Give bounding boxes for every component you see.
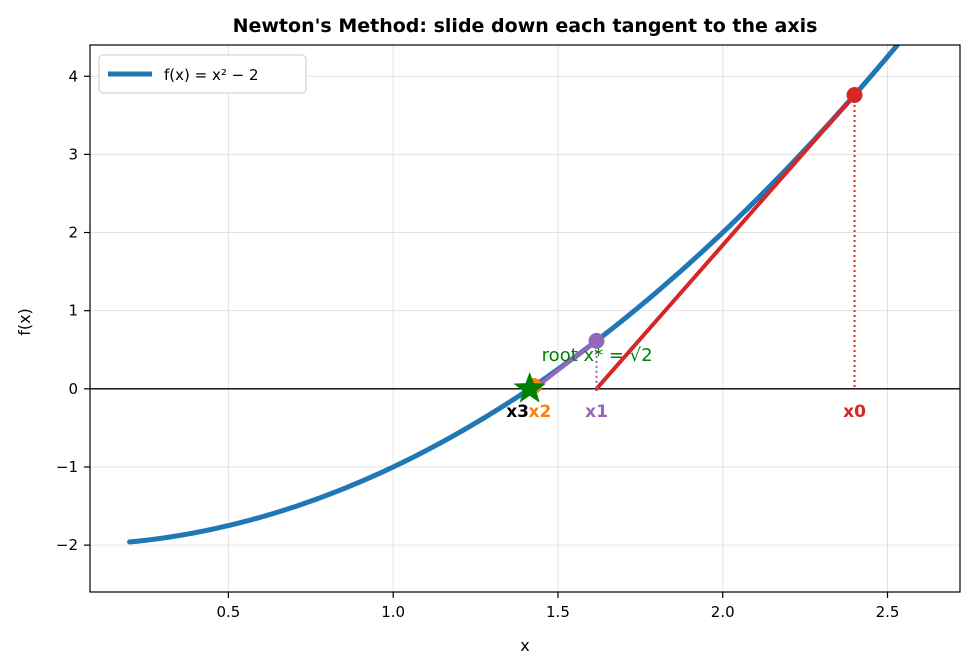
chart-title: Newton's Method: slide down each tangent… [233, 15, 818, 37]
legend: f(x) = x² − 2 [98, 54, 307, 94]
grid-lines [90, 45, 960, 592]
axes-frame [89, 44, 961, 593]
legend-box [98, 54, 307, 94]
x-tick-label-2: 1.5 [546, 603, 570, 621]
x-tick-label-1: 1.0 [381, 603, 405, 621]
axes: 0.5 1.0 1.5 2.0 2.5 −2 −1 0 1 2 3 4 [56, 44, 961, 621]
x-tick-label-4: 2.5 [876, 603, 900, 621]
iterate-label-x3: x3 [506, 402, 529, 422]
tangent-line-x0 [594, 93, 857, 391]
root-label: root x* = √2 [542, 345, 653, 366]
y-tick-label-3: 1 [68, 302, 78, 320]
y-tick-label-6: 4 [68, 67, 78, 85]
legend-label: f(x) = x² − 2 [164, 66, 259, 84]
x-tick-label-3: 2.0 [711, 603, 735, 621]
y-tick-label-5: 3 [68, 145, 78, 163]
tangent-line-x1 [531, 338, 599, 391]
iterate-label-x0: x0 [843, 402, 866, 422]
y-tick-label-2: 0 [68, 380, 78, 398]
plot-area [90, 45, 960, 545]
iterate-label-x2: x2 [528, 402, 551, 422]
iterate-point-x1 [588, 332, 605, 349]
x-axis-label: x [520, 636, 529, 655]
y-tick-label-4: 2 [68, 224, 78, 242]
y-tick-label-0: −2 [56, 536, 78, 554]
iterate-label-x1: x1 [585, 402, 608, 422]
root-star-marker [513, 371, 546, 403]
series-curve [127, 45, 901, 545]
x-tick-label-0: 0.5 [216, 603, 240, 621]
y-axis-label: f(x) [15, 308, 34, 336]
y-tick-label-1: −1 [56, 458, 78, 476]
iterate-point-x0 [846, 87, 863, 104]
